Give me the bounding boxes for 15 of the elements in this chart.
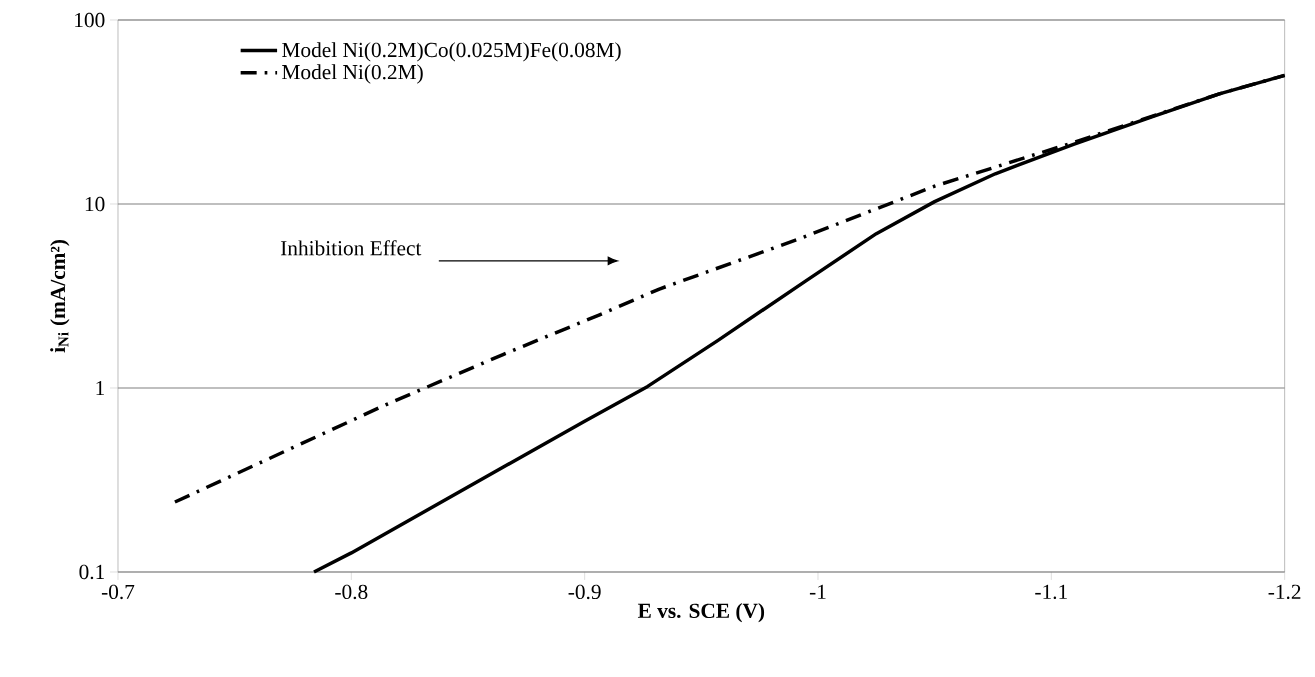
x-tick-label: -0.7 xyxy=(101,584,135,600)
x-axis-title: E vs. SCE (V) xyxy=(637,603,765,623)
y-tick-label: 10 xyxy=(85,196,105,212)
legend-label: Model Ni(0.2M) xyxy=(282,64,423,84)
y-tick-label: 100 xyxy=(75,12,105,28)
x-tick-label: -0.9 xyxy=(568,584,601,600)
y-axis-title: i$_{Ni}$ (mA/cm²) xyxy=(50,240,70,353)
x-tick-label: -1 xyxy=(809,584,826,599)
y-tick-label: 1 xyxy=(96,380,104,396)
legend-label: Model Ni(0.2M)Co(0.025M)Fe(0.08M) xyxy=(282,42,621,62)
x-tick-label: -1.1 xyxy=(1035,584,1067,600)
annotation: Inhibition Effect xyxy=(280,240,422,256)
y-tick-label: 0.1 xyxy=(79,564,104,580)
x-tick-label: -1.2 xyxy=(1268,584,1301,600)
x-tick-label: -0.8 xyxy=(335,584,368,600)
